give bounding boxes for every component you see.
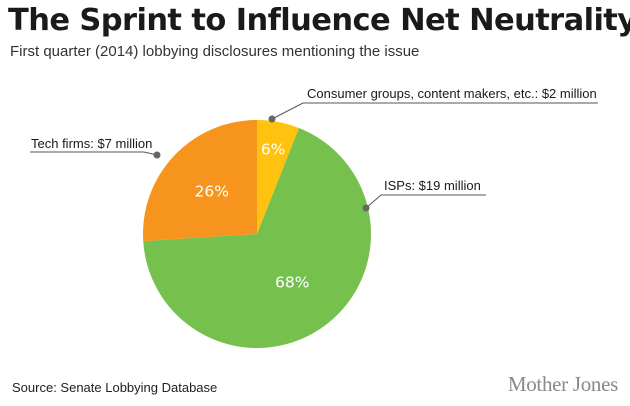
callout-leader-line	[30, 151, 158, 156]
source-note: Source: Senate Lobbying Database	[12, 380, 218, 395]
callout-dot	[268, 115, 276, 123]
callout-dot	[362, 204, 370, 212]
slice-callout-label: Consumer groups, content makers, etc.: $…	[307, 86, 597, 101]
pie-slice	[143, 120, 257, 242]
chart-subtitle: First quarter (2014) lobbying disclosure…	[10, 43, 420, 60]
pie-slices	[143, 120, 371, 348]
slice-callout-label: Tech firms: $7 million	[31, 136, 152, 151]
slice-percent-label: 26%	[195, 183, 229, 201]
pie-slice	[143, 128, 371, 348]
callout-leader-line	[365, 194, 486, 209]
publisher-logo: Mother Jones	[507, 372, 618, 396]
callout-leader-line	[271, 102, 598, 120]
pie-percent-labels: 6% 68% 26%	[195, 141, 310, 292]
pie-slice	[257, 120, 299, 234]
callout-dot	[153, 151, 161, 159]
slice-percent-label: 68%	[275, 274, 309, 292]
slice-percent-label: 6%	[261, 141, 286, 159]
chart-title: The Sprint to Influence Net Neutrality	[8, 3, 630, 38]
pie-callouts: Consumer groups, content makers, etc.: $…	[30, 86, 598, 212]
slice-callout-label: ISPs: $19 million	[384, 178, 481, 193]
